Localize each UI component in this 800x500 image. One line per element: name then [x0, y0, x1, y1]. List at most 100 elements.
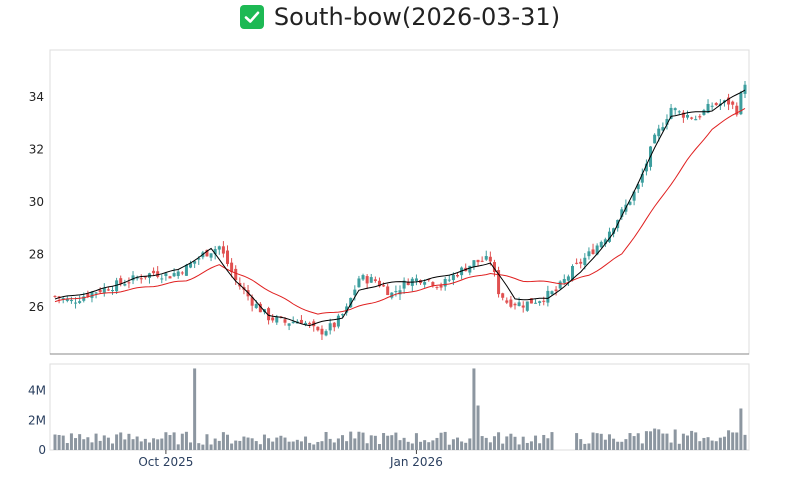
volume-bar	[332, 442, 336, 450]
volume-bar	[727, 430, 731, 450]
volume-plot-frame	[49, 363, 750, 451]
volume-bar	[115, 434, 119, 450]
candle-body	[480, 260, 484, 262]
candle-body	[213, 249, 217, 255]
volume-bar	[295, 439, 299, 450]
volume-bar	[460, 441, 464, 450]
volume-bar	[123, 439, 127, 450]
candle-body	[221, 246, 225, 254]
volume-bar	[209, 444, 213, 450]
candle-body	[90, 291, 94, 298]
candle-body	[739, 92, 743, 115]
candle-body	[562, 279, 566, 283]
volume-bar	[184, 431, 188, 450]
volume-bar	[160, 438, 164, 450]
volume-bar	[328, 438, 332, 450]
volume-bar	[690, 430, 694, 450]
candle-body	[345, 306, 349, 313]
volume-bar	[410, 443, 414, 450]
volume-bar	[287, 441, 291, 450]
volume-bar	[636, 433, 640, 450]
volume-bar	[201, 444, 205, 450]
price-y-tick-label: 32	[29, 143, 44, 157]
candle-body	[365, 276, 369, 284]
volume-bar	[538, 443, 542, 450]
volume-bar	[698, 441, 702, 450]
volume-bar	[612, 438, 616, 450]
price-plot-frame	[49, 49, 750, 355]
volume-bar	[86, 437, 90, 450]
volume-bar	[119, 432, 123, 450]
candle-body	[702, 110, 706, 115]
candle-body	[542, 300, 546, 302]
volume-bar	[147, 442, 151, 450]
volume-bar	[164, 432, 168, 450]
volume-bar	[419, 441, 423, 450]
volume-bar	[505, 436, 509, 450]
candle-body	[451, 274, 455, 281]
candle-body	[336, 315, 340, 327]
volume-bar	[628, 433, 632, 450]
candle-body	[386, 286, 390, 296]
candle-body	[98, 289, 102, 293]
candle-body	[427, 279, 431, 281]
candle-body	[267, 308, 271, 321]
volume-bar	[353, 438, 357, 450]
volume-bar	[139, 441, 143, 450]
candle-body	[398, 290, 402, 295]
candle-body	[115, 280, 119, 292]
candle-body	[632, 191, 636, 201]
candle-body	[254, 304, 258, 308]
candle-body	[591, 249, 595, 255]
volume-bar	[497, 432, 501, 450]
volume-bar	[390, 435, 394, 450]
volume-bar	[234, 440, 238, 450]
volume-bar	[587, 443, 591, 450]
volume-bar	[575, 433, 579, 450]
candle-body	[205, 249, 209, 257]
candle-body	[193, 261, 197, 264]
candle-body	[349, 297, 353, 308]
volume-bar	[102, 435, 106, 450]
volume-bar	[632, 436, 636, 450]
volume-bar	[492, 436, 496, 450]
volume-bar	[669, 442, 673, 450]
candle-body	[394, 291, 398, 293]
volume-bar	[250, 438, 254, 450]
candle-body	[184, 264, 188, 276]
candle-body	[484, 256, 488, 260]
candle-body	[299, 319, 303, 324]
volume-bar	[743, 434, 747, 450]
candle-body	[316, 326, 320, 331]
candle-body	[644, 163, 648, 172]
candle-body	[320, 328, 324, 335]
volume-bar	[382, 433, 386, 450]
volume-bar	[127, 433, 131, 450]
volume-bar	[361, 432, 365, 450]
candle-body	[258, 303, 262, 313]
volume-bar	[513, 436, 517, 450]
volume-bar	[501, 443, 505, 450]
volume-bar	[402, 437, 406, 450]
volume-bar	[677, 443, 681, 450]
candle-body	[661, 127, 665, 131]
price-y-tick-label: 26	[29, 300, 44, 314]
candle-body	[119, 278, 123, 284]
volume-bar	[550, 432, 554, 450]
candle-body	[127, 282, 131, 284]
candle-body	[209, 253, 213, 258]
volume-bar	[439, 432, 443, 450]
volume-bar	[168, 435, 172, 450]
volume-bar	[336, 438, 340, 450]
volume-y-tick-label: 0	[38, 443, 46, 457]
candle-body	[406, 281, 410, 286]
volume-bar	[595, 433, 599, 450]
candle-body	[86, 293, 90, 297]
candle-body	[414, 278, 418, 282]
volume-bar	[435, 437, 439, 450]
candle-body	[304, 322, 308, 325]
volume-bar	[657, 429, 661, 450]
candle-body	[607, 231, 611, 242]
candle-body	[139, 278, 143, 280]
